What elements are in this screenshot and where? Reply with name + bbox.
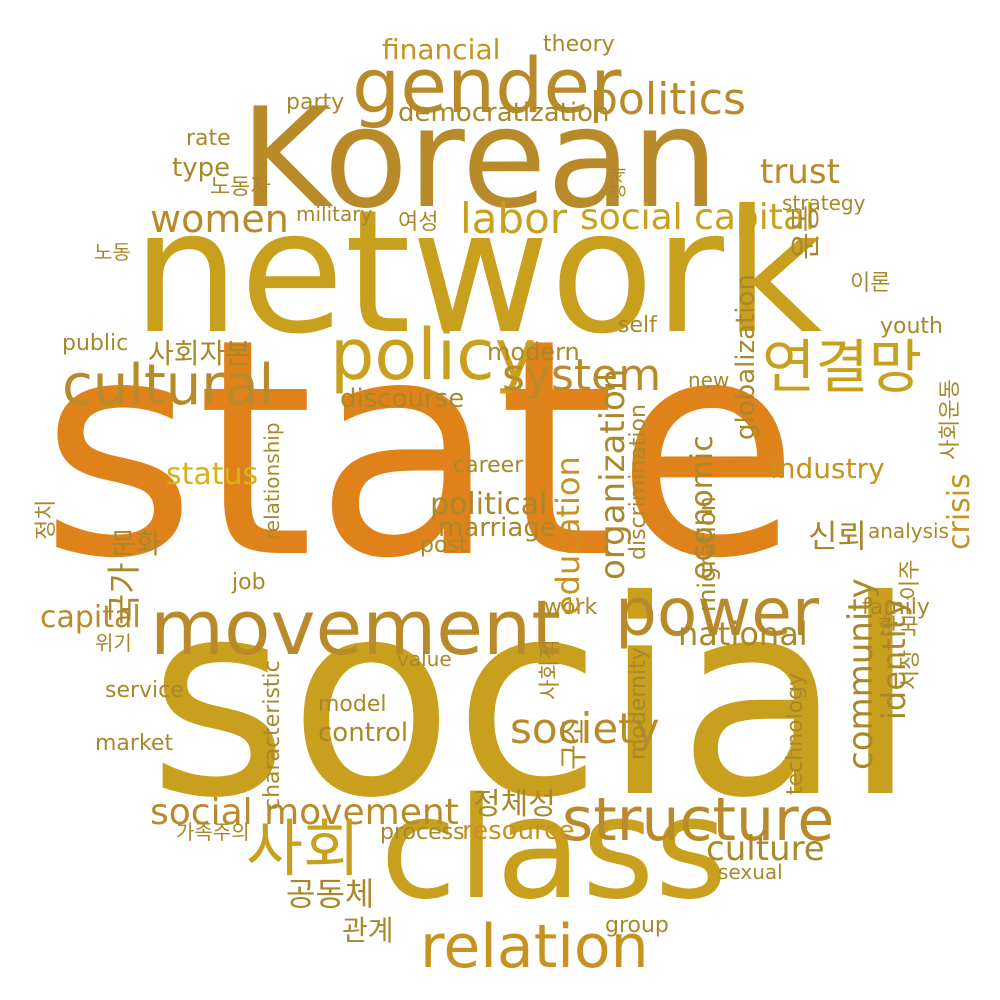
word-social: social bbox=[148, 542, 918, 857]
word-sexual: sexual bbox=[718, 860, 783, 884]
word-modern: modern bbox=[487, 338, 580, 366]
word-state: state bbox=[40, 275, 800, 624]
word-culture: culture bbox=[706, 829, 825, 869]
word-discourse: discourse bbox=[340, 384, 465, 414]
word-status: status bbox=[166, 457, 259, 492]
word-migration: migration bbox=[693, 496, 721, 612]
word-group: group bbox=[605, 913, 669, 938]
word-policy: policy bbox=[330, 314, 537, 396]
word-structure: structure bbox=[562, 785, 835, 855]
word-k-yeoseong: 여성 bbox=[398, 210, 439, 235]
word-youth: youth bbox=[880, 314, 943, 339]
word-k-sijang: 시장 bbox=[898, 649, 923, 690]
word-self: self bbox=[618, 313, 657, 338]
word-new: new bbox=[688, 368, 730, 392]
word-organization: organization bbox=[593, 368, 633, 580]
word-network: network bbox=[132, 174, 823, 372]
word-k-gajokjuui: 가족주의 bbox=[176, 820, 250, 844]
word-characteristic: characteristic bbox=[260, 660, 285, 810]
word-k-iron: 이론 bbox=[850, 271, 891, 296]
word-gender: gender bbox=[352, 41, 622, 130]
word-financial: financial bbox=[382, 33, 501, 66]
word-crisis: crisis bbox=[942, 473, 977, 550]
word-k-sahoejeok: 사회적 bbox=[538, 639, 563, 700]
word-globalization: globalization bbox=[731, 274, 761, 440]
word-modernity: modernity bbox=[626, 647, 651, 760]
word-industry: industry bbox=[770, 452, 885, 485]
word-market: market bbox=[95, 731, 174, 756]
word-public-2: public bbox=[62, 331, 129, 356]
word-type: type bbox=[172, 153, 231, 183]
word-k-wigi: 위기 bbox=[95, 631, 132, 655]
word-k-nodongja: 노동자 bbox=[210, 175, 271, 200]
word-k-sahoe: 사회 bbox=[246, 812, 361, 885]
word-theory: theory bbox=[543, 32, 615, 57]
word-strategy: strategy bbox=[782, 191, 866, 215]
word-k-munhwa: 문화 bbox=[110, 527, 162, 560]
word-post: post bbox=[420, 533, 468, 558]
word-discrimination: discrimination bbox=[626, 404, 651, 560]
word-k-sahoeundong: 사회운동 bbox=[938, 379, 963, 460]
word-labor: labor bbox=[460, 194, 568, 243]
word-social-movement: social movement bbox=[150, 792, 459, 833]
word-k-sahoejabon: 사회자본 bbox=[148, 337, 252, 370]
word-technology: technology bbox=[783, 672, 808, 795]
word-social-capital: social capital bbox=[580, 197, 815, 238]
word-movement: movement bbox=[150, 583, 562, 672]
word-trust: trust bbox=[760, 152, 840, 192]
word-model: model bbox=[318, 692, 387, 717]
word-national: national bbox=[678, 615, 808, 653]
word-power: power bbox=[615, 574, 819, 651]
word-k-ijoo: 이주 bbox=[898, 559, 923, 600]
word-service: service bbox=[105, 678, 184, 703]
word-k-yeongyeolmang: 연결망 bbox=[762, 333, 923, 401]
word-k-gukga: 국가 bbox=[105, 562, 145, 625]
word-k-gyeongje: 경제 bbox=[608, 166, 629, 200]
word-k-sinroe: 신뢰 bbox=[808, 517, 867, 555]
word-resource: resource bbox=[462, 816, 575, 846]
word-family: family bbox=[862, 595, 930, 620]
word-party: party bbox=[286, 90, 345, 115]
word-k-gongdongche: 공동체 bbox=[286, 875, 375, 913]
word-k-undong: 운동 bbox=[789, 204, 824, 260]
word-democratization: democratization bbox=[398, 98, 610, 128]
word-political: political bbox=[430, 487, 548, 522]
word-politics: politics bbox=[590, 74, 746, 125]
word-cultural: cultural bbox=[62, 353, 275, 418]
word-k-gujo: 구조 bbox=[557, 718, 590, 770]
word-value: value bbox=[397, 647, 452, 671]
word-relation: relation bbox=[420, 912, 649, 982]
word-society: society bbox=[510, 704, 660, 753]
word-control: control bbox=[318, 718, 409, 748]
word-k-jeongchi: 정치 bbox=[34, 499, 59, 540]
word-relationship: relationship bbox=[260, 422, 284, 540]
word-women: women bbox=[150, 197, 289, 241]
word-class: class bbox=[380, 768, 728, 931]
word-military: military bbox=[296, 202, 373, 226]
word-system: system bbox=[502, 350, 662, 401]
word-k-hanguk: 한국 bbox=[878, 615, 919, 640]
word-process: process bbox=[380, 820, 465, 845]
word-korean: Korean bbox=[240, 78, 719, 239]
word-job: job bbox=[232, 570, 266, 595]
word-career: career bbox=[453, 453, 524, 478]
word-education: education bbox=[549, 456, 587, 615]
word-capital: capital bbox=[40, 600, 141, 635]
word-work: work bbox=[544, 595, 598, 620]
word-k-nodong: 노동 bbox=[94, 240, 131, 264]
word-k-jeongcheseong: 정체성 bbox=[473, 787, 556, 822]
word-analysis: analysis bbox=[868, 519, 949, 543]
word-k-gwangye: 관계 bbox=[342, 914, 394, 947]
word-community: community bbox=[841, 578, 881, 770]
word-rate: rate bbox=[186, 126, 231, 151]
word-marriage: marriage bbox=[438, 513, 556, 543]
